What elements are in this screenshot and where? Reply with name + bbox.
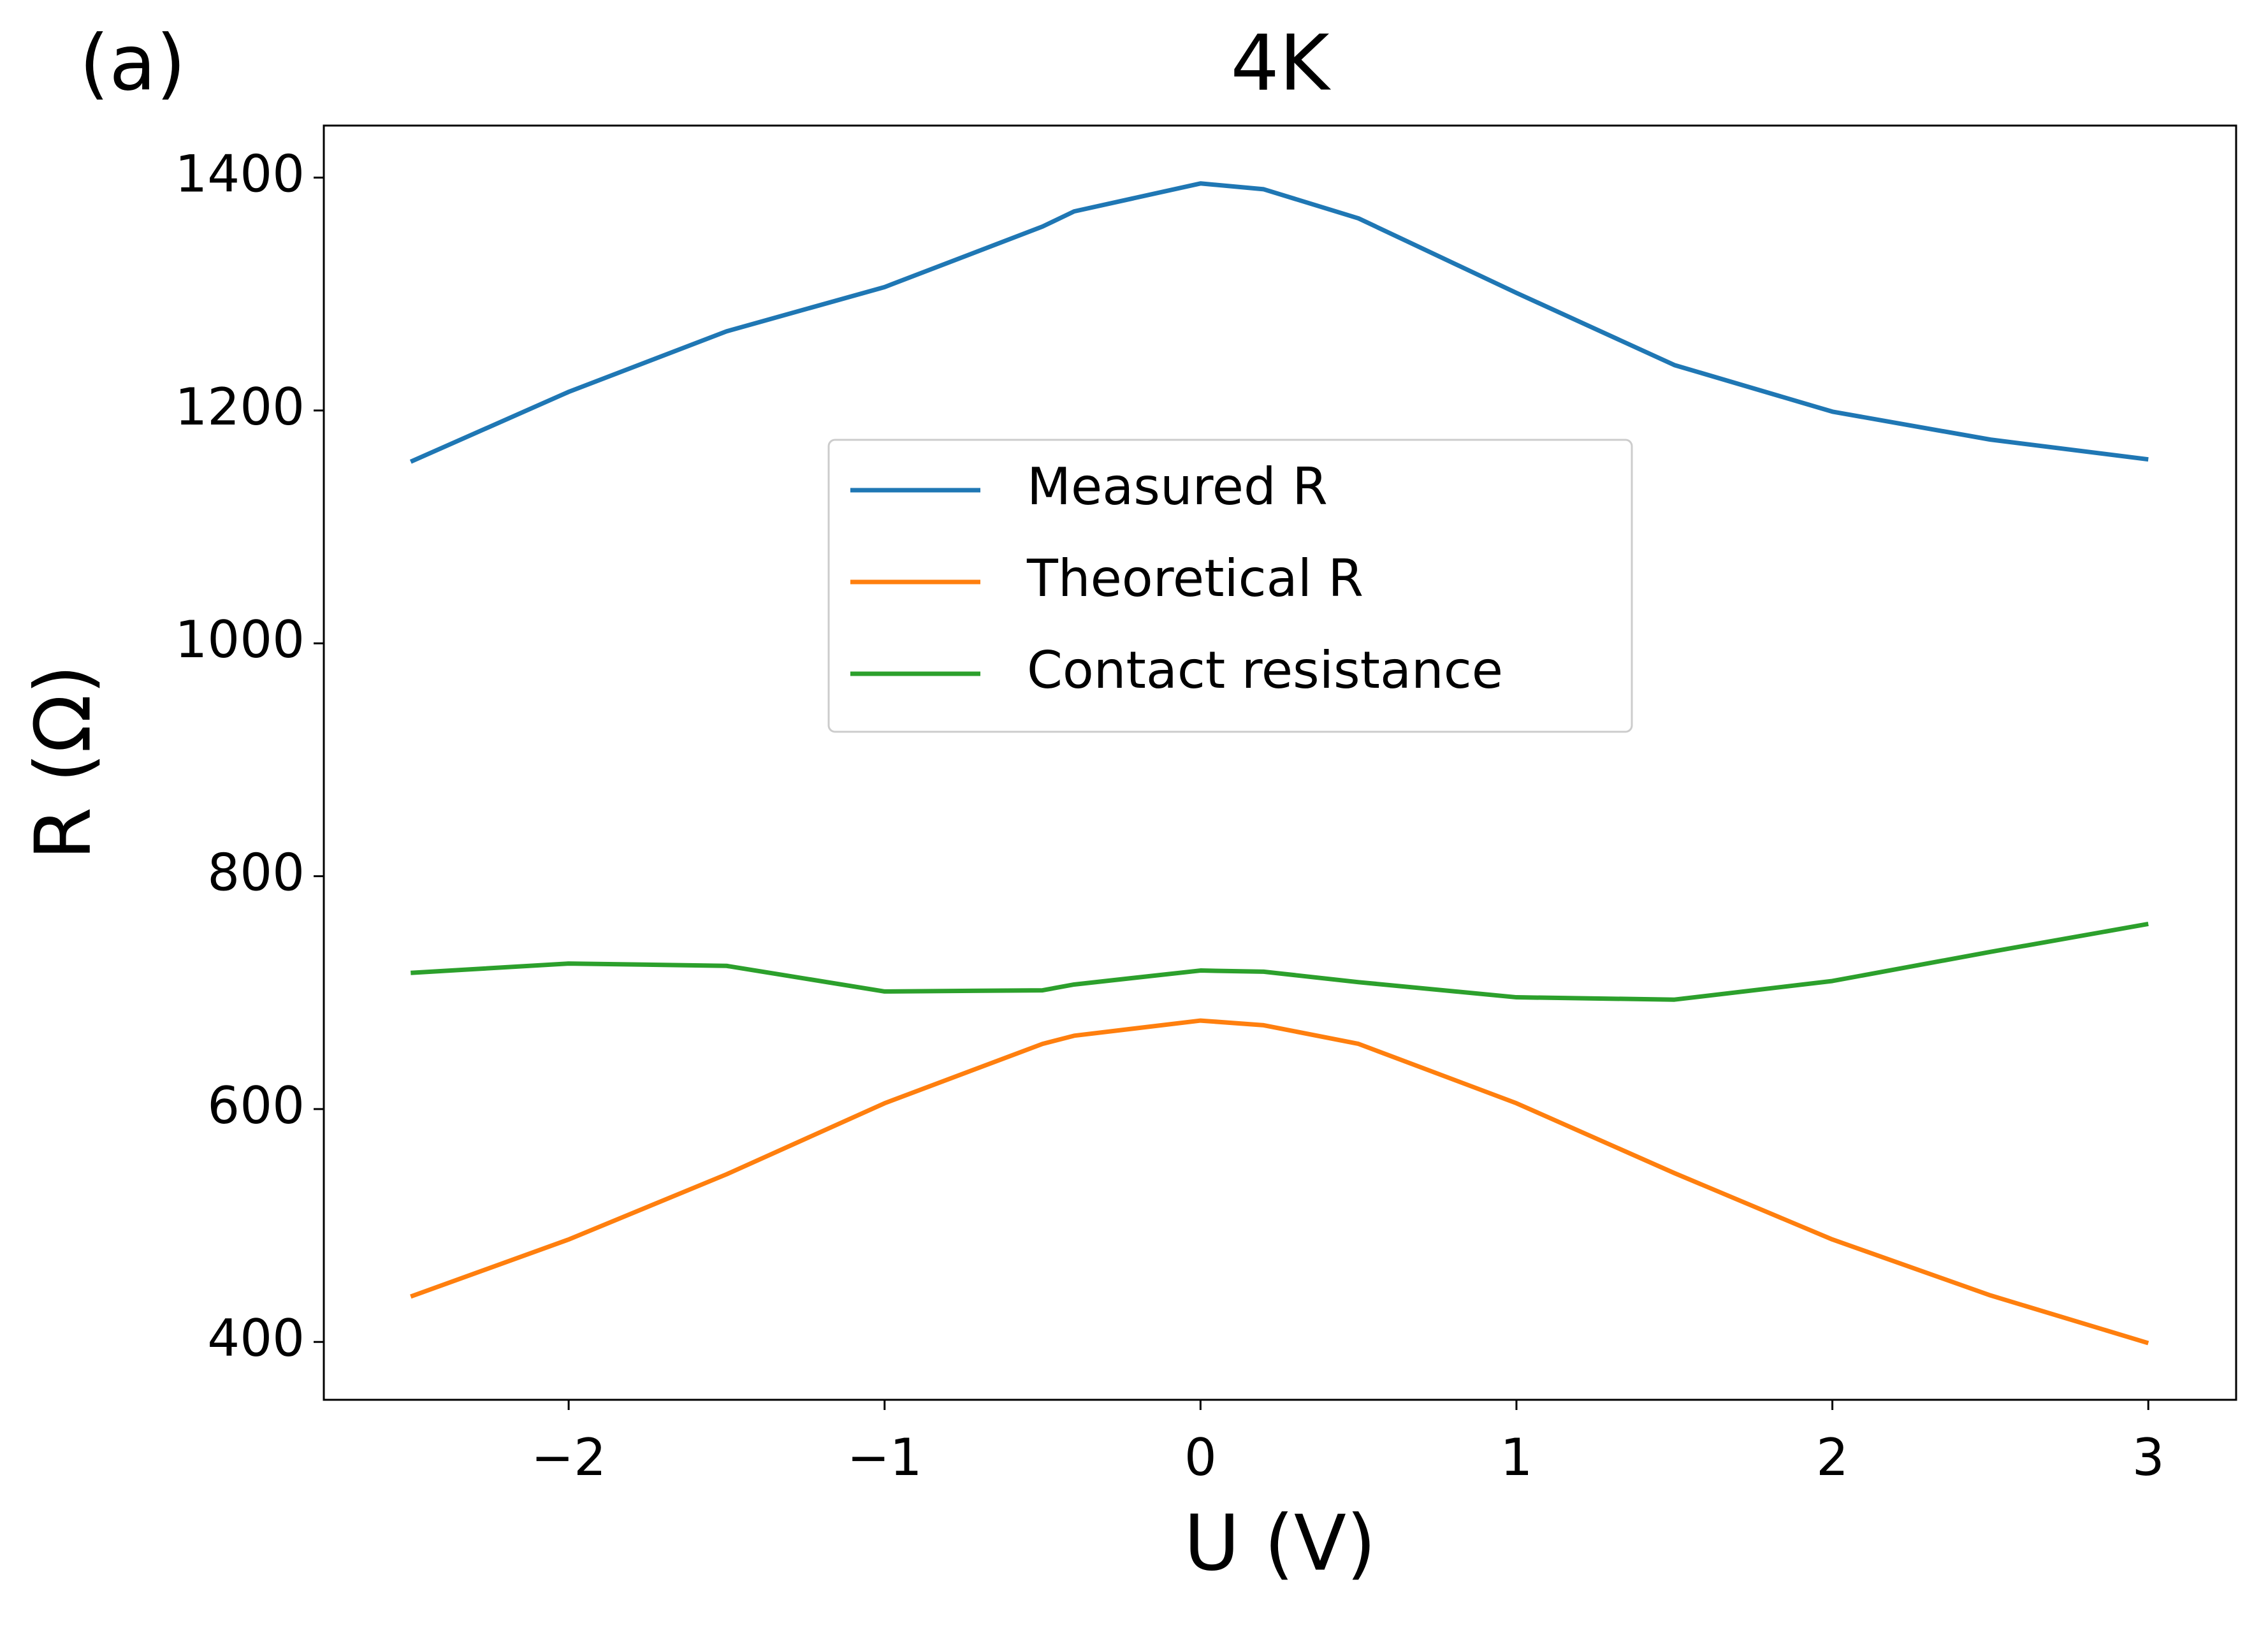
series-line (411, 922, 2149, 1002)
series-line (409, 181, 2149, 464)
plot-frame (323, 124, 2237, 1401)
chart-title: 4K (1230, 20, 1331, 108)
y-axis-label: R (Ω) (20, 665, 108, 861)
x-axis-label: U (V) (1184, 1500, 1376, 1588)
x-tick-label: 1 (1501, 1428, 1533, 1487)
legend-label: Measured R (1027, 457, 1328, 516)
y-tick-label: 1000 (175, 610, 305, 669)
x-tick-label: −1 (847, 1428, 922, 1487)
y-tick-label: 800 (207, 843, 305, 903)
x-tick-label: −2 (531, 1428, 606, 1487)
series-line (410, 1018, 2149, 1346)
x-tick-label: 0 (1184, 1428, 1217, 1487)
legend-label: Theoretical R (1026, 549, 1363, 608)
x-tick-label: 2 (1816, 1428, 1849, 1487)
legend-label: Contact resistance (1027, 641, 1503, 700)
legend-box (827, 439, 1633, 733)
y-tick-label: 400 (207, 1309, 305, 1368)
y-tick-label: 600 (207, 1076, 305, 1135)
annotation: (a) (79, 20, 185, 108)
x-tick-label: 3 (2132, 1428, 2165, 1487)
y-tick-label: 1200 (175, 377, 305, 437)
y-tick-label: 1400 (175, 145, 305, 204)
